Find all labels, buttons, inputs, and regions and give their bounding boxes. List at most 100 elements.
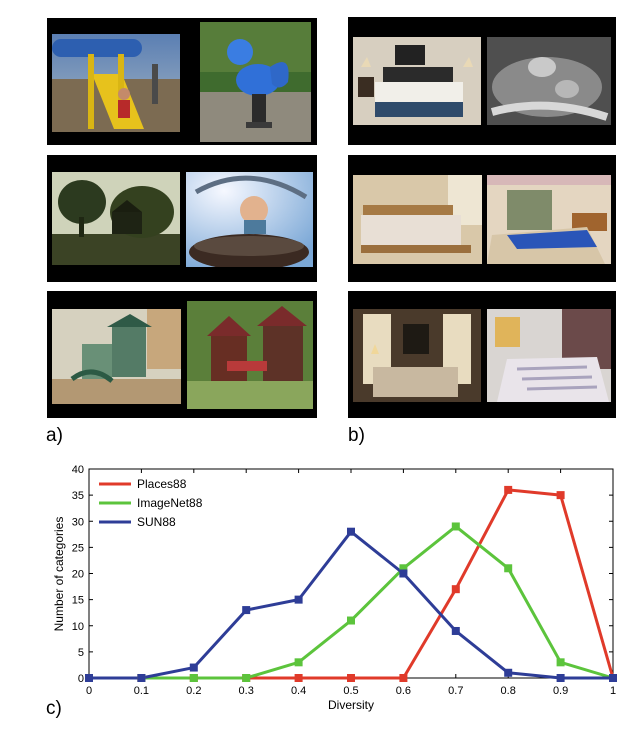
bedroom-curtains-dark-image [353,309,481,402]
bedroom-wooden-bed-photo [353,175,482,264]
data-point-sun88 [451,626,460,635]
data-point-places88 [189,674,198,682]
y-tick-label: 5 [78,647,84,659]
data-point-places88 [347,674,355,682]
x-axis-label: Diversity [328,698,374,712]
data-point-imagenet88 [451,522,460,531]
y-tick-label: 10 [72,621,84,633]
x-axis-ticks: 0 0.1 0.2 0.3 0.4 0.5 0.6 0.7 0.8 0.9 1 [86,469,616,697]
x-tick-label: 0.3 [239,685,254,697]
data-point-places88 [242,674,251,682]
y-axis-label: Number of categories [52,517,66,632]
y-tick-label: 30 [72,516,84,528]
legend-label-sun88: SUN88 [137,515,176,529]
data-point-places88 [609,674,617,682]
playground-pair-1 [47,18,317,145]
child-sleeping-bw-photo [487,37,611,125]
x-tick-label: 0.5 [343,685,358,697]
bedroom-blue-blanket-image [487,175,611,264]
legend: Places88 ImageNet88 SUN88 [94,474,230,532]
x-tick-label: 0.4 [291,685,306,697]
data-point-sun88 [556,674,565,682]
playground-structure-red-photo [187,301,313,409]
data-point-imagenet88 [504,564,513,573]
child-sleeping-bw-image [487,37,611,125]
playground-trees-silhouette-photo [52,172,180,265]
x-tick-label: 0.6 [396,685,411,697]
series-line-places88 [89,488,615,680]
data-point-places88 [399,674,408,682]
legend-label-places88: Places88 [137,477,187,491]
x-tick-label: 1 [610,685,616,697]
series-group [85,485,617,682]
data-point-sun88 [347,527,355,536]
label-a: a) [46,425,63,446]
x-tick-label: 0.8 [501,685,516,697]
bedroom-pair-1 [348,17,616,145]
spring-rocker-seahorse-photo [200,22,311,142]
x-tick-label: 0.9 [553,685,568,697]
label-b: b) [348,425,365,446]
data-point-imagenet88 [347,616,355,625]
data-point-places88 [85,674,93,682]
playground-pair-3 [47,291,317,418]
bedroom-bright-window-image [487,309,611,402]
data-point-places88 [556,491,565,500]
y-tick-label: 0 [78,673,84,685]
data-point-places88 [504,485,513,494]
data-point-sun88 [609,674,617,682]
data-point-sun88 [189,663,198,672]
series-line-imagenet88 [89,524,614,680]
plot-frame [88,468,614,679]
legend-box [94,474,230,532]
legend-label-imagenet88: ImageNet88 [137,496,203,510]
data-point-sun88 [294,595,303,604]
data-point-places88 [451,585,460,594]
y-axis-ticks: 0 5 10 15 20 25 30 35 40 [72,464,613,685]
child-on-merry-go-round-photo [186,172,313,267]
bedroom-bed-lamps-photo [353,37,481,125]
bedroom-pair-2 [348,155,616,282]
data-point-imagenet88 [242,674,251,682]
y-tick-label: 35 [72,490,84,502]
x-tick-label: 0.7 [448,685,463,697]
data-point-sun88 [399,569,408,578]
series-line-sun88 [89,530,613,680]
y-tick-label: 40 [72,464,84,476]
bedroom-curtains-dark-photo [353,309,481,402]
bedroom-blue-blanket-photo [487,175,611,264]
bedroom-wooden-bed-image [353,175,482,264]
data-point-places88 [294,674,303,682]
label-c: c) [46,698,62,719]
y-tick-label: 25 [72,542,84,554]
y-tick-label: 15 [72,595,84,607]
data-point-imagenet88 [137,674,146,682]
data-point-sun88 [242,606,251,615]
data-point-imagenet88 [294,658,303,667]
x-tick-label: 0 [86,685,92,697]
data-point-imagenet88 [609,674,617,682]
playground-pair-2 [47,155,317,282]
y-tick-label: 20 [72,569,84,581]
bedroom-bed-lamps-image [353,37,481,125]
x-tick-label: 0.2 [186,685,201,697]
playground-structure-green-image [52,309,181,404]
data-point-places88 [137,674,146,682]
data-point-imagenet88 [556,658,565,667]
x-tick-label: 0.1 [134,685,149,697]
data-point-sun88 [85,674,93,682]
bedroom-pair-3 [348,291,616,418]
data-point-imagenet88 [85,674,93,682]
playground-structure-red-image [187,301,313,409]
playground-trees-silhouette-image [52,172,180,265]
data-point-sun88 [504,668,513,677]
playground-slide-child-photo [52,34,180,132]
data-point-imagenet88 [399,564,408,573]
data-point-sun88 [137,674,146,682]
spring-rocker-seahorse-image [200,22,311,142]
child-on-merry-go-round-image [186,172,313,267]
playground-slide-child-image [52,34,180,132]
bedroom-bright-window-photo [487,309,611,402]
playground-structure-green-photo [52,309,181,404]
data-point-imagenet88 [189,674,198,682]
